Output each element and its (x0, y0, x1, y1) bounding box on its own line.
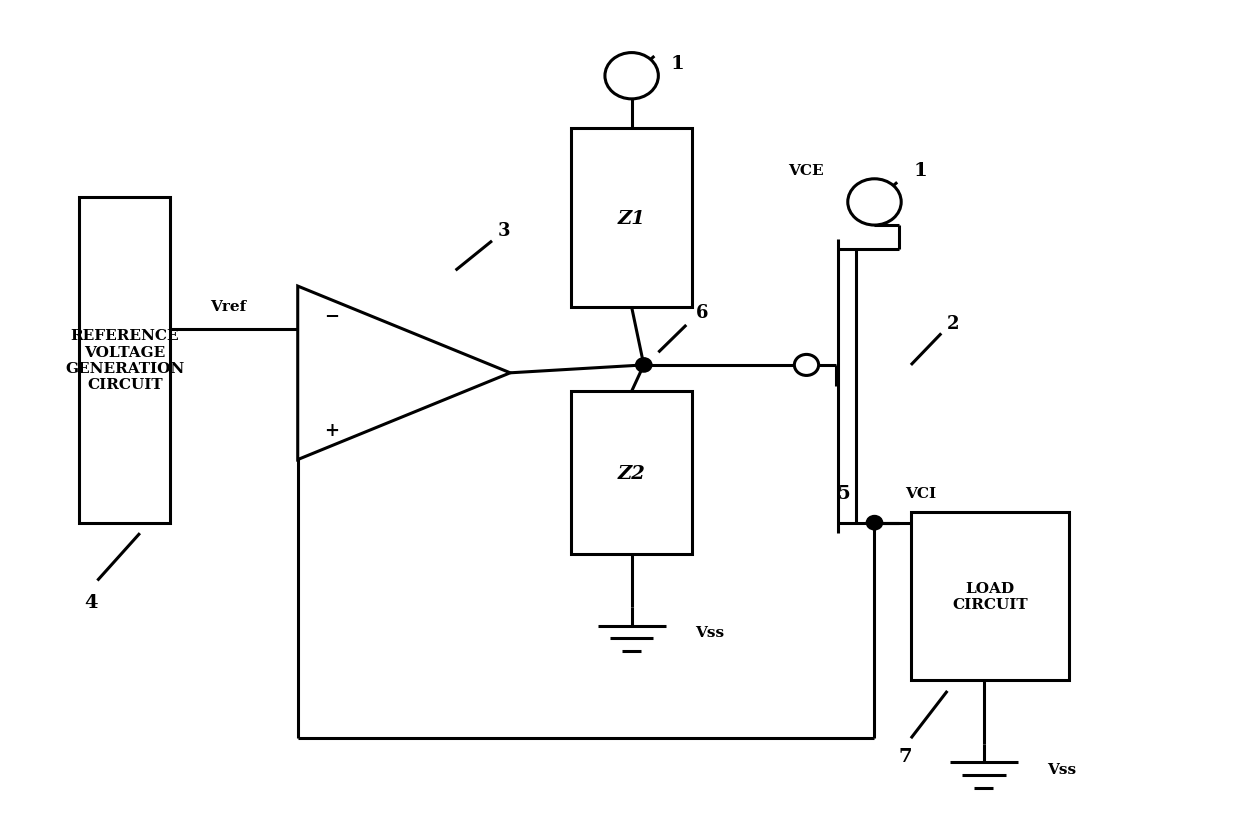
Text: VCE: VCE (788, 164, 824, 178)
Circle shape (637, 359, 650, 372)
Text: Vref: Vref (209, 300, 247, 314)
Text: Vss: Vss (695, 625, 724, 640)
Text: Z2: Z2 (618, 464, 646, 482)
Text: +: + (325, 421, 339, 440)
Circle shape (794, 355, 819, 376)
Bar (571, 392, 693, 554)
Text: REFERENCE
VOLTAGE
GENERATION
CIRCUIT: REFERENCE VOLTAGE GENERATION CIRCUIT (66, 329, 185, 391)
Text: 2: 2 (947, 314, 960, 333)
Text: 4: 4 (84, 593, 98, 611)
Circle shape (847, 180, 901, 226)
Text: 1: 1 (670, 55, 685, 73)
Bar (79, 197, 170, 523)
Text: 3: 3 (498, 222, 510, 240)
Text: Z1: Z1 (618, 210, 646, 227)
Text: LOAD
CIRCUIT: LOAD CIRCUIT (952, 582, 1027, 612)
Polygon shape (297, 287, 510, 460)
Bar (911, 512, 1069, 681)
Bar (571, 129, 693, 308)
Text: 1: 1 (913, 162, 928, 180)
Text: −: − (325, 307, 339, 325)
Text: Vss: Vss (1047, 762, 1075, 776)
Circle shape (867, 517, 882, 529)
Text: 5: 5 (838, 485, 850, 502)
Circle shape (605, 54, 658, 99)
Text: 7: 7 (898, 747, 912, 765)
Text: 6: 6 (696, 304, 709, 322)
Text: VCI: VCI (904, 487, 935, 501)
